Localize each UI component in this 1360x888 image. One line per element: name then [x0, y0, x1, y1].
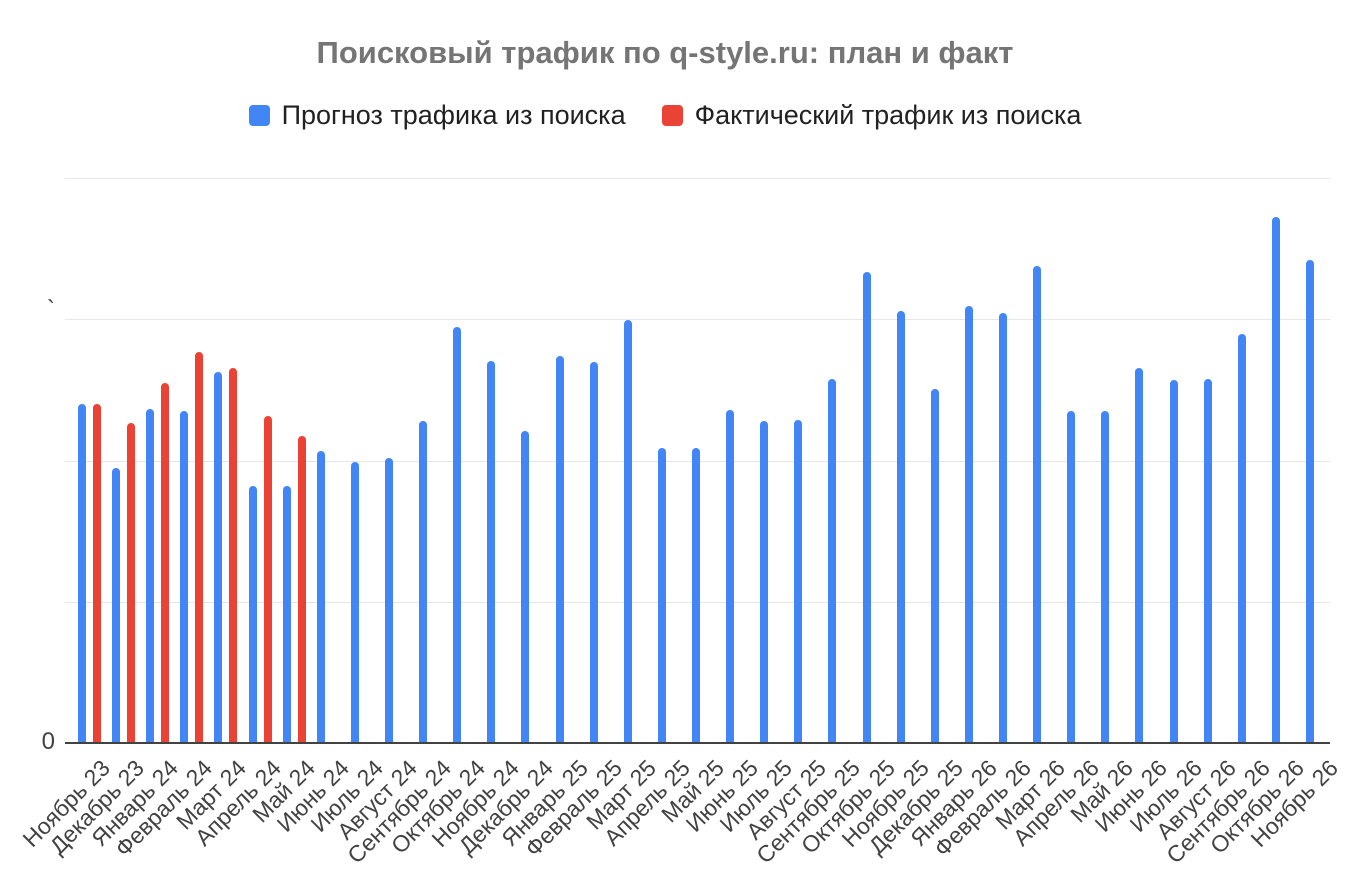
- gridline: [65, 319, 1330, 321]
- bar-forecast: [521, 431, 530, 742]
- legend-item-actual: Фактический трафик из поиска: [661, 100, 1082, 131]
- bar-forecast: [930, 388, 939, 742]
- chart-title: Поисковый трафик по q-style.ru: план и ф…: [316, 35, 1014, 70]
- bar-forecast: [589, 362, 598, 742]
- bar-forecast: [350, 462, 359, 742]
- actual-swatch-icon: [661, 105, 683, 127]
- bar-forecast: [384, 458, 393, 742]
- bar-forecast: [760, 421, 769, 742]
- bar-actual: [161, 383, 170, 742]
- bar-forecast: [794, 419, 803, 742]
- bar-forecast: [896, 311, 905, 742]
- bar-actual: [229, 367, 238, 742]
- bar-forecast: [623, 319, 632, 742]
- bar-forecast: [1135, 367, 1144, 742]
- bar-actual: [127, 422, 136, 742]
- bar-forecast: [657, 448, 666, 742]
- legend: Прогноз трафика из поиска Фактический тр…: [0, 102, 1330, 129]
- legend-label-forecast: Прогноз трафика из поиска: [281, 100, 626, 131]
- bar-forecast: [1237, 333, 1246, 742]
- y-axis-tick-mark: `: [47, 296, 55, 323]
- bar-actual: [297, 435, 306, 742]
- bar-forecast: [112, 467, 121, 742]
- bar-forecast: [214, 371, 223, 742]
- bar-forecast: [1101, 411, 1110, 742]
- legend-item-forecast: Прогноз трафика из поиска: [248, 100, 626, 131]
- plot-area: ` 0 Ноябрь 23 Декабрь 23 Январь 24 Февраль …: [18, 178, 1343, 868]
- chart-header: Поисковый трафик по q-style.ru: план и ф…: [0, 35, 1330, 129]
- bar-forecast: [1033, 266, 1042, 742]
- bar-forecast: [1203, 379, 1212, 742]
- bar-forecast: [316, 451, 325, 742]
- gridline: [65, 178, 1330, 179]
- bar-forecast: [1169, 380, 1178, 742]
- bar-actual: [263, 415, 272, 742]
- bar-forecast: [1067, 411, 1076, 742]
- bar-forecast: [1305, 260, 1314, 742]
- bar-forecast: [146, 408, 155, 742]
- bar-forecast: [691, 448, 700, 742]
- bar-forecast: [180, 411, 189, 742]
- bar-forecast: [555, 356, 564, 742]
- bar-forecast: [998, 312, 1007, 742]
- bar-forecast: [964, 305, 973, 742]
- bar-actual: [195, 352, 204, 742]
- y-axis-label-zero: 0: [41, 728, 55, 755]
- bar-actual: [93, 404, 101, 742]
- bar-forecast: [1271, 216, 1280, 742]
- bar-forecast: [78, 404, 86, 742]
- bar-forecast: [282, 486, 291, 742]
- x-axis-line: [65, 742, 1330, 744]
- bar-forecast: [453, 326, 462, 742]
- legend-label-actual: Фактический трафик из поиска: [694, 100, 1082, 131]
- bar-forecast: [487, 360, 496, 742]
- bar-forecast: [248, 486, 257, 742]
- forecast-swatch-icon: [248, 105, 270, 127]
- bar-forecast: [862, 271, 871, 742]
- bar-forecast: [828, 379, 837, 742]
- bar-forecast: [419, 421, 428, 742]
- bar-forecast: [726, 410, 735, 742]
